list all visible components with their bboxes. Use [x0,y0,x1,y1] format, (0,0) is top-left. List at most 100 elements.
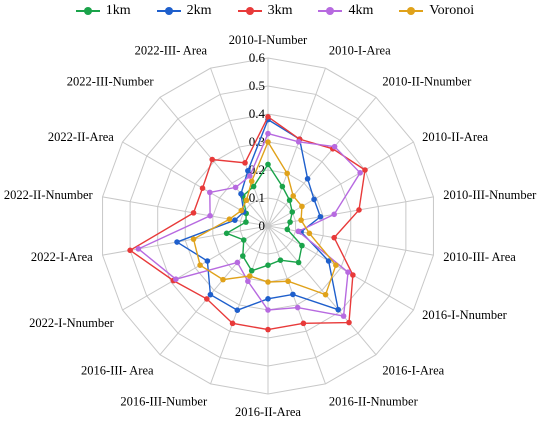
series-point [229,320,236,327]
series-point [174,239,180,245]
series-point [290,291,296,298]
category-label: 2022-II-Area [48,130,114,144]
series-point [265,262,271,269]
category-labels: 2010-I-Number 2010-I-Area 2010-II-Nnumber 2… [4,33,537,419]
series-point [356,207,362,213]
spoke [210,225,269,385]
legend-label: Voronoi [429,3,475,18]
category-label: 2016-III-Number [120,394,208,408]
series-point [245,167,251,174]
series-point [284,170,290,177]
series-point [234,307,241,313]
legend-label: 3km [267,3,293,18]
series-point [265,130,271,137]
series-point [298,217,304,223]
legend-swatch [156,6,181,16]
series-point [207,212,213,219]
series-point [345,269,351,276]
series-point [277,257,284,264]
series-point [248,267,255,274]
series-point [243,219,249,225]
category-label: 2010-III- Area [443,250,516,264]
r-tick-label: 0.5 [249,78,265,93]
legend-swatch [237,6,262,16]
series-point [295,228,302,235]
series-point [265,114,271,120]
series-point [346,319,352,326]
spoke [159,225,269,356]
spoke [267,225,377,356]
series-point [190,210,197,216]
spoke [267,225,326,385]
r-tick-label: 0.1 [249,190,265,205]
series-point [197,262,203,269]
legend-swatch [75,6,100,16]
series-point [238,191,244,197]
series-point [325,258,332,264]
series-point [135,246,142,252]
category-label: 2022-I-Area [31,250,93,264]
series-point [265,326,271,333]
spoke [267,196,434,227]
series-point [190,236,197,242]
radar-spokes [102,58,434,394]
spoke [210,67,269,227]
series-point [295,139,302,145]
series-point [333,262,339,269]
series-point [357,170,363,176]
legend-swatch [318,6,343,16]
series-point [289,209,296,215]
series-point [265,307,271,313]
series-point [220,276,226,283]
legend-label: 4km [348,3,374,18]
series-point [207,189,213,196]
series-point [322,291,329,298]
series-point [240,237,247,243]
series-point [245,278,251,285]
category-label: 2022-II-Nnumber [4,188,94,202]
series-point [265,139,271,145]
series-point [204,258,211,264]
series-point [247,173,253,179]
series-0 [223,161,305,274]
series-point [238,207,245,214]
series-point [284,226,291,233]
spoke [267,96,377,227]
series-point [335,306,341,313]
legend-item-0: 1km [75,2,131,20]
spoke [267,67,326,227]
legend-item-1: 2km [156,2,212,20]
category-label: 2022-III-Number [67,75,155,89]
category-label: 2010-II-Area [422,130,488,144]
category-label: 2016-I-Nnumber [422,308,508,322]
series-point [279,183,286,190]
series-point [232,184,239,191]
category-label: 2022-I-Nnumber [29,316,115,330]
series-point [317,213,324,220]
series-point [265,296,271,302]
series-point [290,193,296,199]
series-point [248,178,255,185]
series-point [350,272,356,278]
r-tick-label: 0.6 [249,50,266,65]
category-label: 2016-I-Area [382,363,444,377]
series-point [311,196,317,203]
series-point [299,203,305,210]
series-point [209,156,216,163]
legend-item-2: 3km [237,2,293,20]
series-4 [190,139,339,298]
series-point [340,313,347,319]
series-point [294,304,301,311]
series-point [295,259,302,266]
series-point [331,234,337,241]
series-point [331,211,337,218]
spoke [159,96,269,227]
legend-swatch [399,6,424,16]
series-point [199,185,206,191]
series-point [299,242,305,249]
series-point [226,216,233,222]
series-point [304,176,311,182]
series-point [207,291,214,298]
category-label: 2016-III- Area [81,363,154,377]
spoke [267,225,414,311]
